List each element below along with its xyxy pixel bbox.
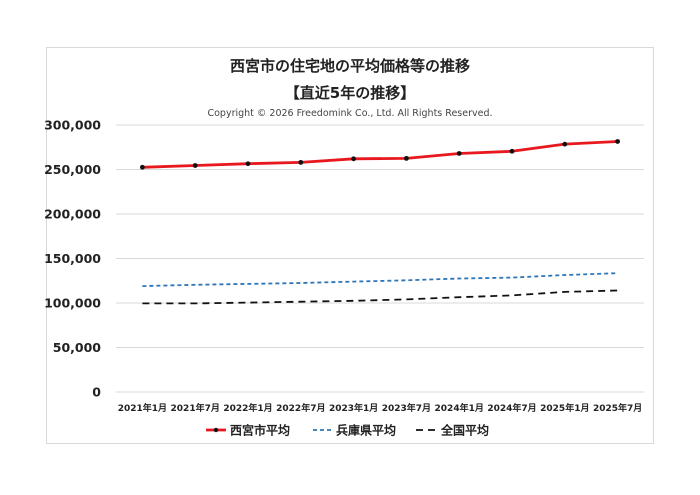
y-axis-labels: 0 50,000 100,000 150,000 200,000 250,000 300,0… xyxy=(44,118,101,400)
data-point xyxy=(456,151,462,156)
legend-marker xyxy=(213,427,219,433)
x-tick-label: 2025年1月 xyxy=(540,402,589,414)
data-point xyxy=(351,156,356,162)
chart-subtitle: 【直近5年の推移】 xyxy=(284,84,416,102)
chart-frame xyxy=(46,47,654,444)
legend: 西宮市平均 兵庫県平均 全国平均 xyxy=(206,423,489,438)
legend-label: 西宮市平均 xyxy=(230,423,290,438)
data-point xyxy=(140,164,145,170)
data-point xyxy=(245,161,251,167)
x-axis-labels: 2021年1月 2021年7月 2022年1月 2022年7月 2023年1月 2023年… xyxy=(118,402,643,414)
y-tick-label: 50,000 xyxy=(53,340,102,355)
data-point xyxy=(615,139,620,144)
y-tick-label: 250,000 xyxy=(44,162,101,177)
series-line-2 xyxy=(142,272,618,287)
x-tick-label: 2023年1月 xyxy=(329,402,378,414)
x-tick-label: 2022年1月 xyxy=(223,402,272,414)
y-tick-label: 150,000 xyxy=(44,251,101,266)
x-tick-label: 2025年7月 xyxy=(593,402,642,414)
x-tick-label: 2021年7月 xyxy=(171,402,220,414)
x-tick-label: 2022年7月 xyxy=(276,402,325,414)
data-point xyxy=(404,155,409,161)
x-tick-label: 2024年7月 xyxy=(487,402,536,414)
legend-label: 全国平均 xyxy=(440,423,489,438)
data-point xyxy=(298,159,304,165)
x-tick-label: 2024年1月 xyxy=(435,402,484,414)
x-tick-label: 2023年7月 xyxy=(382,402,431,414)
y-tick-label: 100,000 xyxy=(44,296,101,311)
data-point xyxy=(192,163,198,168)
data-point xyxy=(509,148,515,154)
y-tick-label: 300,000 xyxy=(44,118,101,133)
series-line-1 xyxy=(142,140,618,169)
x-tick-label: 2021年1月 xyxy=(118,402,167,414)
copyright-notice: Copyright © 2026 Freedomink Co., Ltd. Al… xyxy=(207,108,493,119)
y-tick-label: 0 xyxy=(92,385,101,400)
chart-title: 西宮市の住宅地の平均価格等の推移 xyxy=(229,57,470,75)
series-lines xyxy=(140,139,620,305)
data-point xyxy=(562,141,568,147)
series-line-3 xyxy=(142,289,618,305)
legend-label: 兵庫県平均 xyxy=(336,423,396,438)
y-tick-label: 200,000 xyxy=(44,207,101,222)
